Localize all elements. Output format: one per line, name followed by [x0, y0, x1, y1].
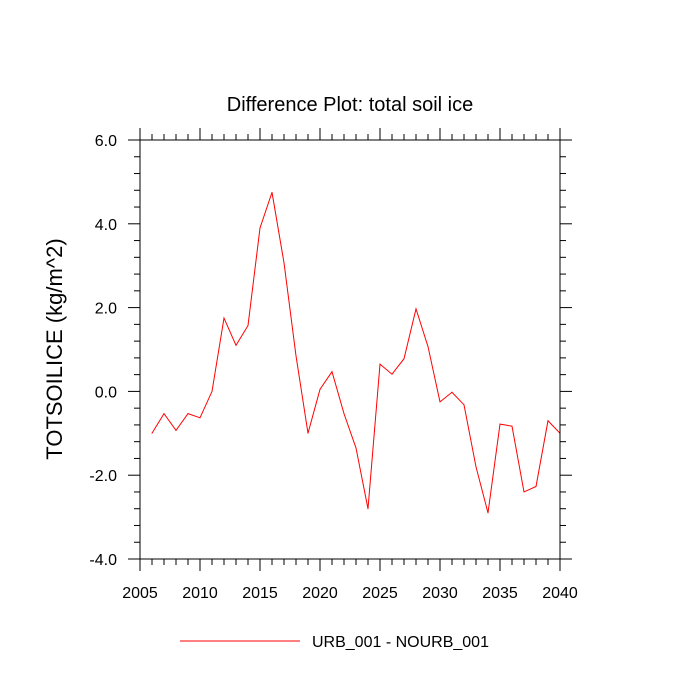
series-line — [151, 192, 561, 514]
data-point — [427, 346, 429, 348]
y-axis-label: TOTSOILICE (kg/m^2) — [42, 238, 67, 459]
data-point — [163, 413, 165, 415]
x-tick-label: 2005 — [122, 585, 158, 602]
data-point — [451, 391, 453, 393]
y-tick-label: 2.0 — [95, 301, 117, 318]
data-point — [535, 486, 537, 488]
data-point — [259, 227, 261, 229]
y-tick-label: -2.0 — [89, 468, 117, 485]
y-tick-label: 4.0 — [95, 217, 117, 234]
data-point — [319, 388, 321, 390]
data-point — [355, 447, 357, 449]
data-point — [391, 373, 393, 375]
chart-title: Difference Plot: total soil ice — [227, 94, 473, 116]
data-point — [235, 344, 237, 346]
data-point — [223, 317, 225, 319]
x-tick-label: 2015 — [242, 585, 278, 602]
data-point — [415, 308, 417, 310]
x-tick-label: 2025 — [362, 585, 398, 602]
y-tick-label: 6.0 — [95, 133, 117, 150]
x-tick-label: 2040 — [542, 585, 578, 602]
data-point — [487, 512, 489, 514]
series-layer — [151, 191, 561, 514]
y-tick-label: -4.0 — [89, 552, 117, 569]
data-point — [463, 404, 465, 406]
data-point — [271, 191, 273, 193]
x-tick-labels: 2005 2010 2015 2020 2025 2030 2035 2040 — [122, 585, 578, 602]
plot-frame — [139, 139, 561, 560]
data-point — [439, 401, 441, 403]
data-point — [199, 417, 201, 419]
data-point — [547, 420, 549, 422]
axis-ticks — [128, 128, 572, 571]
y-tick-label: 0.0 — [95, 384, 117, 401]
data-point — [295, 355, 297, 357]
data-point — [523, 491, 525, 493]
data-point — [367, 508, 369, 510]
data-point — [499, 423, 501, 425]
data-point — [403, 358, 405, 360]
data-point — [283, 262, 285, 264]
data-point — [187, 413, 189, 415]
data-point — [175, 429, 177, 431]
data-point — [379, 363, 381, 365]
data-point — [475, 466, 477, 468]
x-tick-label: 2020 — [302, 585, 338, 602]
legend: URB_001 - NOURB_001 — [180, 634, 489, 651]
legend-label: URB_001 - NOURB_001 — [312, 634, 489, 651]
x-tick-label: 2035 — [482, 585, 518, 602]
data-point — [247, 325, 249, 327]
x-tick-label: 2010 — [182, 585, 218, 602]
y-tick-labels: -4.0 -2.0 0.0 2.0 4.0 6.0 — [89, 133, 117, 569]
data-point — [211, 390, 213, 392]
data-point — [307, 432, 309, 434]
data-point — [331, 371, 333, 373]
data-point — [343, 413, 345, 415]
data-point — [511, 425, 513, 427]
x-tick-label: 2030 — [422, 585, 458, 602]
data-point — [151, 432, 153, 434]
